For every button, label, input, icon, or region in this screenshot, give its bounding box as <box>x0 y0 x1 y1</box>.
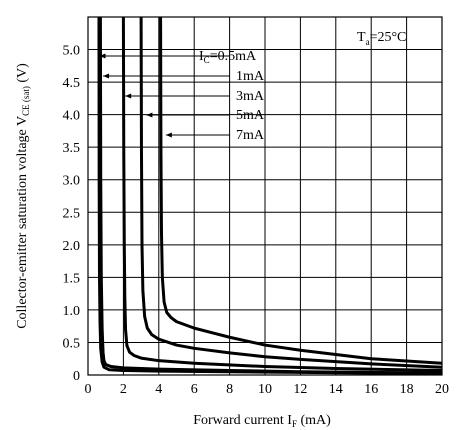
series-label-1: 1mA <box>236 69 265 84</box>
y-tick-label: 4.5 <box>63 76 81 91</box>
x-tick-label: 10 <box>258 382 272 397</box>
curves <box>97 17 442 375</box>
x-tick-label: 8 <box>226 382 233 397</box>
series-line-1 <box>98 17 442 375</box>
y-tick-label: 2.5 <box>63 206 81 221</box>
x-tick-label: 14 <box>329 382 343 397</box>
series-line-2 <box>121 17 442 372</box>
condition-label: Ta=25°C <box>357 30 406 47</box>
series-line-4 <box>159 17 442 365</box>
arrowhead-icon <box>125 93 132 99</box>
series-label-3: 5mA <box>236 108 265 123</box>
series-label-2: 3mA <box>236 89 265 104</box>
arrowhead-icon <box>165 132 172 138</box>
x-axis-title: Forward current IF (mA) <box>193 413 331 429</box>
series-label-0: IC=0.5mA <box>199 49 257 65</box>
y-tick-label: 2.0 <box>63 239 81 254</box>
y-tick-label: 0.5 <box>63 336 81 351</box>
x-tick-label: 4 <box>155 382 162 397</box>
y-tick-label: 4.0 <box>63 109 81 124</box>
x-tick-label: 12 <box>293 382 307 397</box>
x-tick-label: 20 <box>435 382 449 397</box>
x-tick-label: 0 <box>85 382 92 397</box>
y-tick-label: 0 <box>73 369 80 384</box>
y-tick-label: 5.0 <box>63 44 81 59</box>
y-tick-label: 3.5 <box>63 141 81 156</box>
series-line-0 <box>97 17 442 375</box>
series-label-4: 7mA <box>236 128 265 143</box>
y-axis-title: Collector-emitter saturation voltage VCE… <box>15 63 31 329</box>
x-tick-label: 2 <box>120 382 127 397</box>
series-line-3 <box>139 17 442 369</box>
tick-labels: 0 2 4 6 8 10 12 14 16 18 20 0 0.5 1.0 1.5 2.0 2.5 3.0 3.5 4… <box>63 44 450 397</box>
x-tick-label: 6 <box>191 382 198 397</box>
series-labels: IC=0.5mA 1mA 3mA 5mA 7mA <box>99 49 265 143</box>
plot-frame <box>87 16 443 376</box>
arrowhead-icon <box>146 112 153 118</box>
y-tick-label: 1.0 <box>63 304 81 319</box>
arrowhead-icon <box>103 73 110 79</box>
arrowhead-icon <box>99 53 106 59</box>
y-tick-label: 1.5 <box>63 271 81 286</box>
y-tick-label: 3.0 <box>63 174 81 189</box>
x-tick-label: 16 <box>364 382 378 397</box>
x-tick-label: 18 <box>400 382 414 397</box>
